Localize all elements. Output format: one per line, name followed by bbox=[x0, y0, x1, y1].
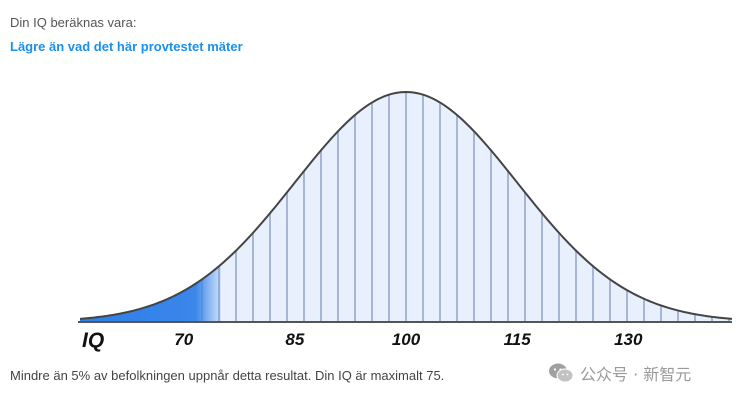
x-tick-label: 130 bbox=[614, 330, 643, 349]
x-tick-label: 100 bbox=[392, 330, 421, 349]
iq-distribution-chart: IQ 70 85 100 115 130 bbox=[0, 60, 750, 360]
result-text: Mindre än 5% av befolkningen uppnår dett… bbox=[10, 368, 445, 383]
watermark: 公众号 · 新智元 bbox=[548, 361, 738, 385]
x-tick-label: 85 bbox=[285, 330, 304, 349]
iq-intro-text: Din IQ beräknas vara: bbox=[10, 15, 137, 30]
axis-label-iq: IQ bbox=[82, 329, 104, 352]
watermark-text: 公众号 · 新智元 bbox=[580, 365, 692, 384]
curve-outline bbox=[79, 90, 733, 320]
wechat-icon bbox=[549, 363, 574, 383]
x-tick-label: 115 bbox=[504, 330, 532, 349]
iq-verdict-text: Lägre än vad det här provtestet mäter bbox=[10, 39, 243, 54]
highlight-area bbox=[80, 92, 221, 322]
x-tick-label: 70 bbox=[174, 330, 193, 349]
